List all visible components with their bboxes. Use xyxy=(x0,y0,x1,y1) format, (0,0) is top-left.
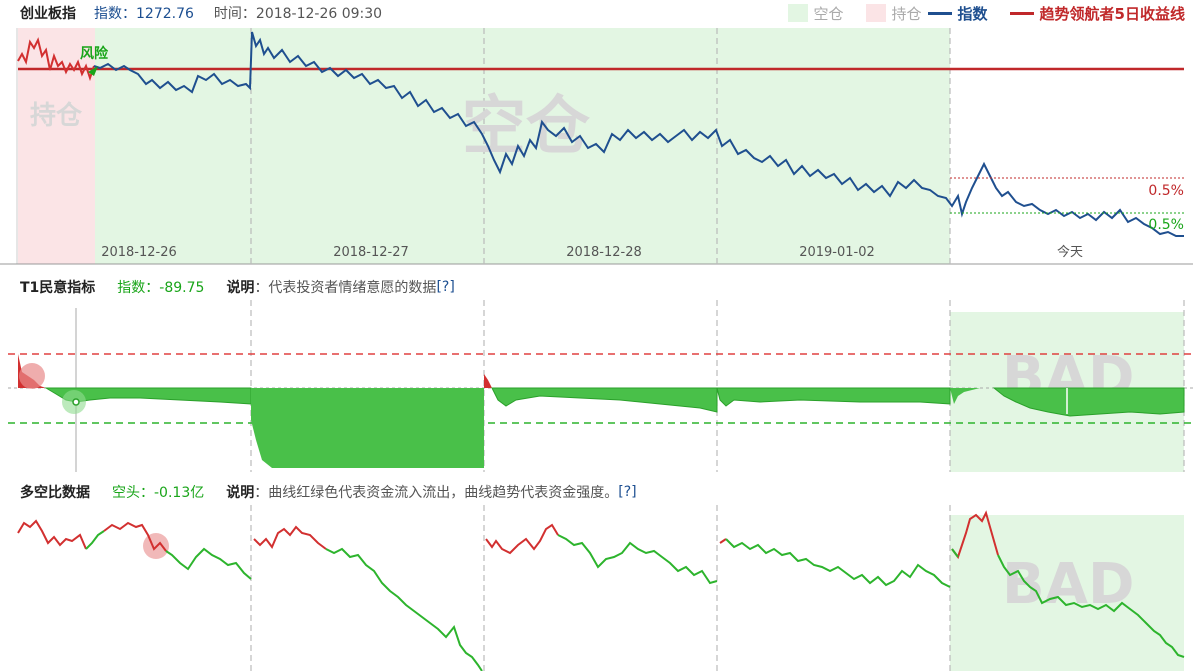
sentiment-area-day3 xyxy=(491,387,718,413)
panel3-bad-region xyxy=(950,515,1184,671)
legend-hold-label: 持仓 xyxy=(891,4,922,23)
date-label-5: 今天 xyxy=(1057,244,1083,260)
legend-hold[interactable]: 持仓 xyxy=(865,3,922,24)
sentiment-area-day2 xyxy=(251,388,484,468)
longshort-day4-green xyxy=(725,538,951,588)
date-label-1: 2018-12-26 xyxy=(101,245,177,260)
legend-index-label: 指数 xyxy=(957,4,988,23)
sentiment-cursor-point[interactable] xyxy=(72,398,80,406)
longshort-day1-red-a xyxy=(17,519,87,550)
longshort-today-red xyxy=(951,510,999,560)
longshort-day4-red xyxy=(719,538,727,544)
date-label-4: 2019-01-02 xyxy=(799,245,875,260)
hold-region xyxy=(18,28,95,264)
panel2-header: T1民意指标 指数：-89.75 说明 ：代表投资者情绪意愿的数据 [?] xyxy=(0,274,1193,300)
panel2-desc-key: 说明 xyxy=(226,280,255,296)
panel1-title: 创业板指 xyxy=(20,6,76,22)
longshort-day1-red-b xyxy=(103,521,167,552)
longshort-day3-red xyxy=(485,523,559,555)
legend-empty[interactable]: 空仓 xyxy=(787,3,844,24)
legend-empty-swatch xyxy=(787,4,808,22)
panel2-desc: ：代表投资者情绪意愿的数据 xyxy=(254,280,437,296)
legend-empty-label: 空仓 xyxy=(813,4,844,23)
index-chart[interactable]: 持仓 空仓 风险 0.5% 0.5% 2018-12-26 2018-12-27… xyxy=(0,26,1193,266)
longshort-today-green xyxy=(951,548,1185,658)
panel3-index-value: 空头：-0.13亿 xyxy=(112,485,205,501)
longshort-day2-red xyxy=(253,525,327,550)
panel3-header: 多空比数据 空头：-0.13亿 说明 ：曲线红绿色代表资金流入流出，曲线趋势代表… xyxy=(0,479,1193,505)
panel2-index-value: 指数：-89.75 xyxy=(117,280,205,296)
legend-income-line xyxy=(1009,11,1034,15)
risk-label: 风险 xyxy=(80,45,109,62)
pct-lower-label: 0.5% xyxy=(1148,217,1184,233)
longshort-day3-green xyxy=(557,534,718,585)
panel3-desc: ：曲线红绿色代表资金流入流出，曲线趋势代表资金强度。 xyxy=(254,485,619,501)
sentiment-area-today-b xyxy=(992,387,1185,417)
panel1-time: 时间：2018-12-26 09:30 xyxy=(213,6,383,22)
legend-income[interactable]: 趋势领航者5日收益线 xyxy=(1009,3,1185,24)
index-line xyxy=(93,31,1184,237)
hold-watermark: 持仓 xyxy=(30,100,83,131)
panel2-title: T1民意指标 xyxy=(20,280,96,296)
panel3-bad-watermark: BAD xyxy=(1002,552,1135,617)
panel3-help-link[interactable]: [?] xyxy=(618,484,637,500)
legend-index[interactable]: 指数 xyxy=(927,3,988,24)
sentiment-positive-area-2 xyxy=(484,374,492,388)
panel3-title: 多空比数据 xyxy=(20,485,90,501)
longshort-chart[interactable]: BAD xyxy=(0,505,1193,671)
legend-hold-swatch xyxy=(865,4,886,22)
panel3-desc-key: 说明 xyxy=(226,485,255,501)
panel3-dividers xyxy=(250,505,951,671)
panel1-header: 创业板指 指数：1272.76 时间：2018-12-26 09:30 xyxy=(0,0,1193,26)
sentiment-chart[interactable]: BAD xyxy=(0,300,1193,472)
pct-upper-label: 0.5% xyxy=(1148,183,1184,199)
date-labels: 2018-12-26 2018-12-27 2018-12-28 2019-01… xyxy=(101,244,1083,260)
empty-region xyxy=(95,28,950,264)
legend-income-label: 趋势领航者5日收益线 xyxy=(1039,4,1185,23)
sentiment-red-dot[interactable] xyxy=(19,363,45,389)
panel2-help-link[interactable]: [?] xyxy=(436,279,455,295)
longshort-day1-green-a xyxy=(85,530,105,550)
legend-index-line xyxy=(927,11,952,15)
panel1-index-value: 指数：1272.76 xyxy=(94,6,194,22)
sentiment-area-today-a xyxy=(950,388,980,404)
sentiment-area-day4 xyxy=(716,387,951,407)
longshort-day1-green-b xyxy=(165,547,252,580)
date-label-3: 2018-12-28 xyxy=(566,245,642,260)
panel1-legend: 空仓 持仓 指数 趋势领航者5日收益线 xyxy=(766,2,1185,24)
longshort-day2-green xyxy=(325,547,483,671)
date-label-2: 2018-12-27 xyxy=(333,245,409,260)
risk-marker[interactable] xyxy=(88,66,98,76)
index-line-hold xyxy=(17,37,95,82)
